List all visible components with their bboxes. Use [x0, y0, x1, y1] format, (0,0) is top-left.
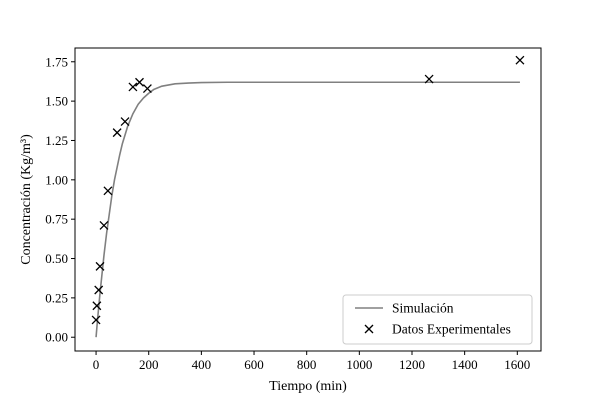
- marker-stroke: [424, 74, 434, 84]
- data-point-marker: [128, 82, 138, 92]
- legend-entry-label: Simulación: [392, 301, 454, 316]
- data-point-marker: [112, 128, 122, 138]
- marker-stroke: [515, 55, 525, 65]
- y-tick-label: 1.50: [45, 94, 68, 109]
- y-tick-label: 0.75: [45, 212, 68, 227]
- y-axis-label: Concentración (Kg/m³): [19, 134, 34, 265]
- data-point-marker: [515, 55, 525, 65]
- plot-frame: [74, 47, 542, 352]
- x-tick-label: 800: [297, 357, 317, 372]
- marker-stroke: [91, 315, 101, 325]
- marker-stroke: [120, 117, 130, 127]
- data-point-marker: [424, 74, 434, 84]
- data-point-marker: [94, 285, 104, 295]
- series-line-simulacion: [95, 81, 520, 338]
- data-point-marker: [92, 301, 102, 311]
- marker-stroke: [99, 221, 109, 230]
- data-point-marker: [103, 186, 113, 196]
- x-tick-label: 1600: [504, 357, 530, 372]
- y-tick-label: 0.25: [45, 290, 68, 305]
- marker-stroke: [95, 261, 105, 271]
- marker-stroke: [135, 77, 144, 87]
- marker-stroke: [142, 84, 152, 93]
- marker-stroke: [94, 285, 104, 295]
- axes: 0 200 400 600 800 1000 1200 1400 1600 0.00 0.25 0.5…: [19, 47, 542, 394]
- y-tick-label: 1.75: [45, 54, 68, 69]
- x-tick-label: 0: [93, 357, 100, 372]
- legend-entry-label: Datos Experimentales: [392, 322, 511, 337]
- marker-stroke: [364, 324, 374, 334]
- data-point-marker: [95, 261, 105, 271]
- plot-area: [91, 55, 525, 338]
- legend: Simulación Datos Experimentales: [342, 294, 533, 345]
- marker-stroke: [92, 301, 102, 311]
- legend-box: [342, 294, 533, 345]
- y-tick-label: 0.50: [45, 251, 68, 266]
- x-tick-label: 1400: [452, 357, 478, 372]
- marker-stroke: [128, 82, 138, 92]
- y-tick-label: 1.25: [45, 133, 68, 148]
- marker-stroke: [103, 186, 113, 196]
- data-point-marker: [120, 117, 130, 127]
- y-tick-label: 1.00: [45, 172, 68, 187]
- data-point-marker: [135, 77, 144, 87]
- x-tick-label: 1200: [399, 357, 425, 372]
- data-point-marker: [142, 84, 152, 93]
- x-axis-label: Tiempo (min): [269, 379, 347, 394]
- marker-stroke: [112, 128, 122, 138]
- data-point-marker: [91, 315, 101, 325]
- data-point-marker: [99, 221, 109, 230]
- x-tick-label: 600: [244, 357, 264, 372]
- legend-marker-swatch: [364, 324, 374, 334]
- x-tick-label: 1000: [346, 357, 372, 372]
- y-tick-label: 0.00: [45, 330, 68, 345]
- x-tick-label: 400: [192, 357, 212, 372]
- x-tick-label: 200: [139, 357, 159, 372]
